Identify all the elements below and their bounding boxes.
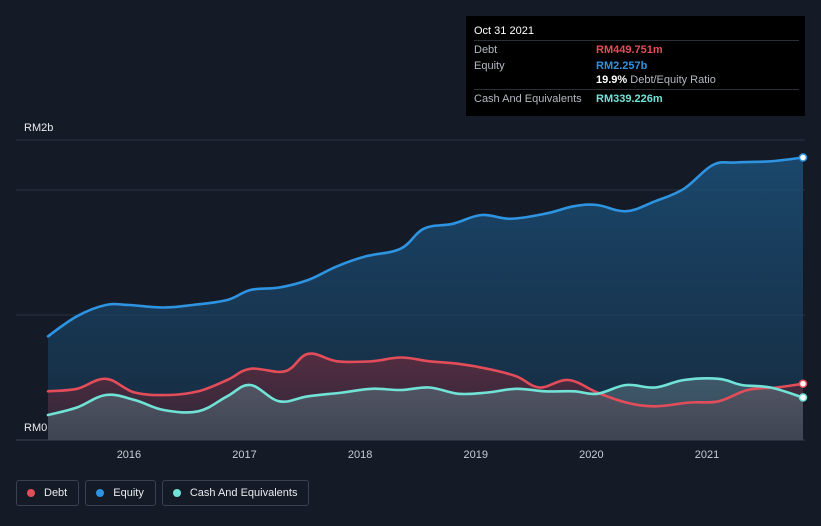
tooltip-cash-row: Cash And Equivalents RM339.226m bbox=[474, 89, 799, 107]
tooltip-ratio-value: 19.9% bbox=[596, 74, 628, 86]
tooltip-equity-row: Equity RM2.257b bbox=[474, 57, 799, 74]
tooltip-cash-value: RM339.226m bbox=[596, 93, 663, 105]
legend: Debt Equity Cash And Equivalents bbox=[16, 480, 310, 508]
equity-end-marker bbox=[798, 153, 808, 162]
tooltip-equity-value: RM2.257b bbox=[596, 60, 648, 72]
cash-end-marker bbox=[798, 393, 808, 402]
legend-debt-label: Debt bbox=[44, 487, 68, 499]
legend-equity-label: Equity bbox=[113, 487, 144, 499]
equity-dot-icon bbox=[96, 489, 105, 497]
cash-dot-icon bbox=[172, 489, 181, 497]
x-tick-2017: 2017 bbox=[232, 449, 256, 461]
series-lines bbox=[46, 153, 808, 417]
cash-line bbox=[46, 377, 805, 417]
equity-area bbox=[48, 157, 803, 440]
x-tick-2016: 2016 bbox=[117, 449, 141, 461]
tooltip-ratio-text: Debt/Equity Ratio bbox=[630, 74, 716, 86]
legend-cash[interactable]: Cash And Equivalents bbox=[161, 480, 310, 506]
y-label-top: RM2b bbox=[24, 122, 53, 134]
tooltip-panel: Oct 31 2021 Debt RM449.751m Equity RM2.2… bbox=[466, 16, 805, 116]
x-tick-2021: 2021 bbox=[695, 449, 719, 461]
debt-line bbox=[46, 352, 805, 408]
tooltip-cash-label: Cash And Equivalents bbox=[474, 93, 582, 105]
x-tick-2020: 2020 bbox=[579, 449, 603, 461]
legend-cash-label: Cash And Equivalents bbox=[189, 487, 298, 499]
tooltip-equity-label: Equity bbox=[474, 60, 505, 72]
axis-labels: RM2b RM0 2016 2017 2018 2019 2020 2021 bbox=[24, 122, 719, 461]
debt-end-marker bbox=[798, 379, 808, 388]
equity-line bbox=[46, 156, 805, 338]
x-tick-2019: 2019 bbox=[464, 449, 488, 461]
debt-dot-icon bbox=[27, 489, 35, 497]
tooltip-debt-label: Debt bbox=[474, 44, 498, 56]
tooltip-debt-value: RM449.751m bbox=[596, 44, 663, 56]
tooltip-debt-row: Debt RM449.751m bbox=[474, 40, 799, 58]
y-label-bottom: RM0 bbox=[24, 422, 47, 434]
tooltip-ratio: 19.9% Debt/Equity Ratio bbox=[596, 74, 716, 86]
legend-equity[interactable]: Equity bbox=[85, 480, 156, 506]
series-areas bbox=[48, 157, 803, 440]
cash-area bbox=[48, 378, 803, 440]
legend-debt[interactable]: Debt bbox=[16, 480, 80, 506]
tooltip-ratio-row: 19.9% Debt/Equity Ratio bbox=[474, 72, 799, 89]
tooltip-date: Oct 31 2021 bbox=[474, 25, 534, 37]
x-tick-2018: 2018 bbox=[348, 449, 372, 461]
